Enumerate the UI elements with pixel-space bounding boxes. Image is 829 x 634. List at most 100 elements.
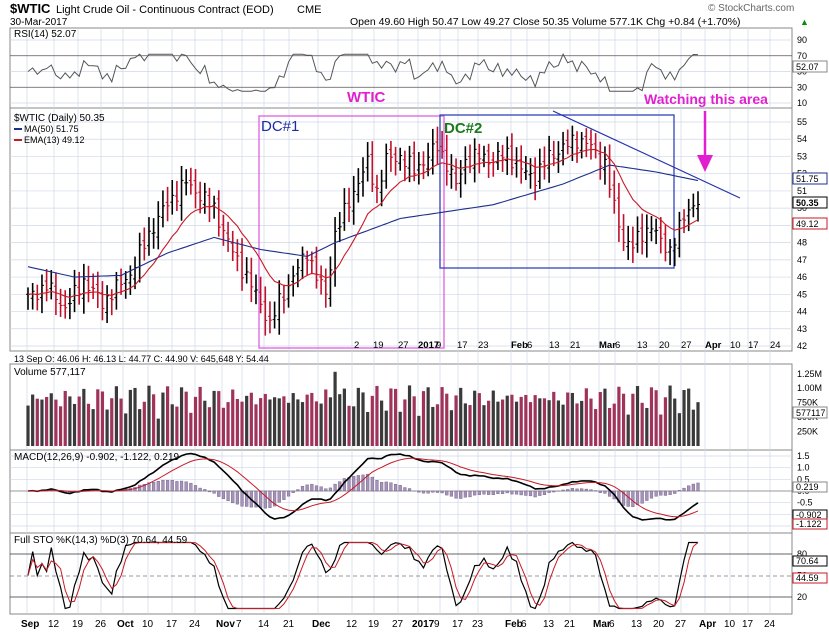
volume-bar — [440, 387, 444, 446]
volume-bar — [165, 386, 170, 446]
price-bars — [26, 125, 700, 336]
bottom-date-label: 12 — [346, 619, 358, 630]
macd-histogram-bar — [473, 490, 477, 496]
macd-histogram-bar — [500, 490, 505, 494]
macd-histogram-bar — [626, 490, 630, 507]
price-bar — [337, 211, 342, 243]
ema13-tag — [792, 217, 828, 230]
volume-bar — [100, 391, 105, 446]
macd-tick-label: 0.5 — [797, 474, 810, 484]
macd-tag-text: -0.902 — [796, 510, 822, 520]
price-bar — [644, 214, 649, 258]
sto-label: Full STO %K(14,3) %D(3) 70.64, 44.59 — [14, 535, 188, 546]
price-bar — [575, 131, 580, 163]
sto-k-tag-text: 70.64 — [796, 556, 819, 566]
macd-histogram-bar — [454, 490, 458, 499]
top-date-label: 10 — [730, 340, 741, 351]
grid-lines — [10, 28, 792, 614]
macd-histogram-bar — [561, 489, 565, 492]
copyright: © StockCharts.com — [708, 3, 794, 14]
volume-bar — [682, 390, 686, 446]
macd-histogram-bar — [589, 489, 593, 492]
macd-histogram-bar — [659, 490, 663, 496]
volume-bar — [663, 397, 668, 446]
volume-bar — [482, 405, 486, 446]
volume-bar — [500, 399, 505, 446]
price-bar — [253, 274, 258, 305]
volume-bar — [431, 406, 435, 446]
macd-histogram-bar — [198, 487, 202, 492]
volume-bar — [631, 393, 635, 446]
bottom-date-label: 27 — [392, 619, 404, 630]
price-bar — [244, 257, 249, 284]
macd-label: MACD(12,26,9) -0.902, -1.122, 0.219 — [14, 452, 180, 463]
rsi-line — [27, 53, 699, 92]
macd-histogram-bar — [533, 490, 537, 498]
price-info-bar: 13 Sep O: 46.06 H: 46.13 L: 44.77 C: 44.… — [14, 354, 269, 364]
volume-bar — [291, 393, 295, 446]
volume-bar — [105, 409, 109, 446]
volume-bar — [412, 396, 416, 446]
bottom-date-label: 24 — [764, 619, 776, 630]
volume-bar — [477, 393, 481, 446]
price-bar — [174, 181, 179, 211]
volume-bar — [524, 394, 528, 446]
ma50-tag — [792, 172, 828, 185]
volume-bar — [612, 403, 616, 446]
volume-bar — [68, 396, 72, 446]
symbol: $WTIC — [10, 1, 51, 16]
rsi-tick-label: 70 — [797, 51, 807, 61]
macd-histogram-bar — [635, 490, 640, 505]
macd-histogram-bar — [328, 487, 333, 492]
price-bar — [379, 169, 384, 207]
macd-histogram-bar — [538, 490, 542, 496]
macd-histogram-bar — [691, 483, 695, 492]
sto-panel — [9, 532, 793, 615]
price-bar — [137, 232, 142, 283]
macd-histogram-bar — [282, 490, 286, 500]
macd-histogram-bar — [649, 490, 654, 499]
price-bar — [44, 269, 49, 302]
price-tick-label: 42 — [797, 341, 807, 351]
price-bar — [630, 226, 635, 263]
volume-bar — [124, 413, 128, 446]
macd-histogram-bar — [235, 490, 239, 505]
price-bar — [365, 142, 370, 182]
macd-histogram-bar — [491, 490, 495, 495]
macd-histogram-bar — [449, 490, 454, 497]
volume-label: Volume 577,117 — [14, 367, 86, 378]
price-bar — [402, 150, 407, 182]
macd-histogram-bar — [407, 488, 412, 492]
macd-histogram-bar — [189, 482, 193, 492]
macd-histogram-bar — [156, 480, 160, 492]
bottom-date-label: Feb — [505, 619, 523, 630]
dc2-box — [439, 114, 675, 269]
macd-histogram-bar — [482, 490, 486, 495]
top-date-label: 21 — [570, 340, 581, 351]
price-bar — [146, 217, 151, 256]
price-bar — [58, 288, 63, 317]
volume-bar — [352, 406, 356, 446]
trendline — [552, 110, 741, 199]
bottom-date-label: 13 — [543, 619, 555, 630]
price-bar — [35, 284, 40, 311]
top-date-label: 19 — [373, 340, 384, 351]
volume-bar — [82, 388, 86, 446]
macd-histogram-bar — [366, 473, 370, 492]
volume-bar — [235, 399, 239, 446]
price-bar — [416, 152, 421, 185]
price-bar — [342, 188, 347, 231]
volume-bar — [156, 418, 160, 446]
volume-bar — [533, 395, 537, 446]
macd-histogram-bar — [584, 488, 588, 492]
macd-histogram-bar — [217, 490, 221, 497]
macd-histogram-bar — [631, 490, 635, 507]
price-bar — [374, 174, 379, 204]
macd-histogram-bar — [487, 490, 491, 495]
macd-histogram-bar — [687, 485, 691, 492]
chart-date: 30-Mar-2017 — [10, 17, 68, 28]
price-tick-label: 45 — [797, 289, 807, 299]
watching-annotation: Watching this area — [644, 91, 768, 107]
price-bar — [500, 144, 505, 172]
